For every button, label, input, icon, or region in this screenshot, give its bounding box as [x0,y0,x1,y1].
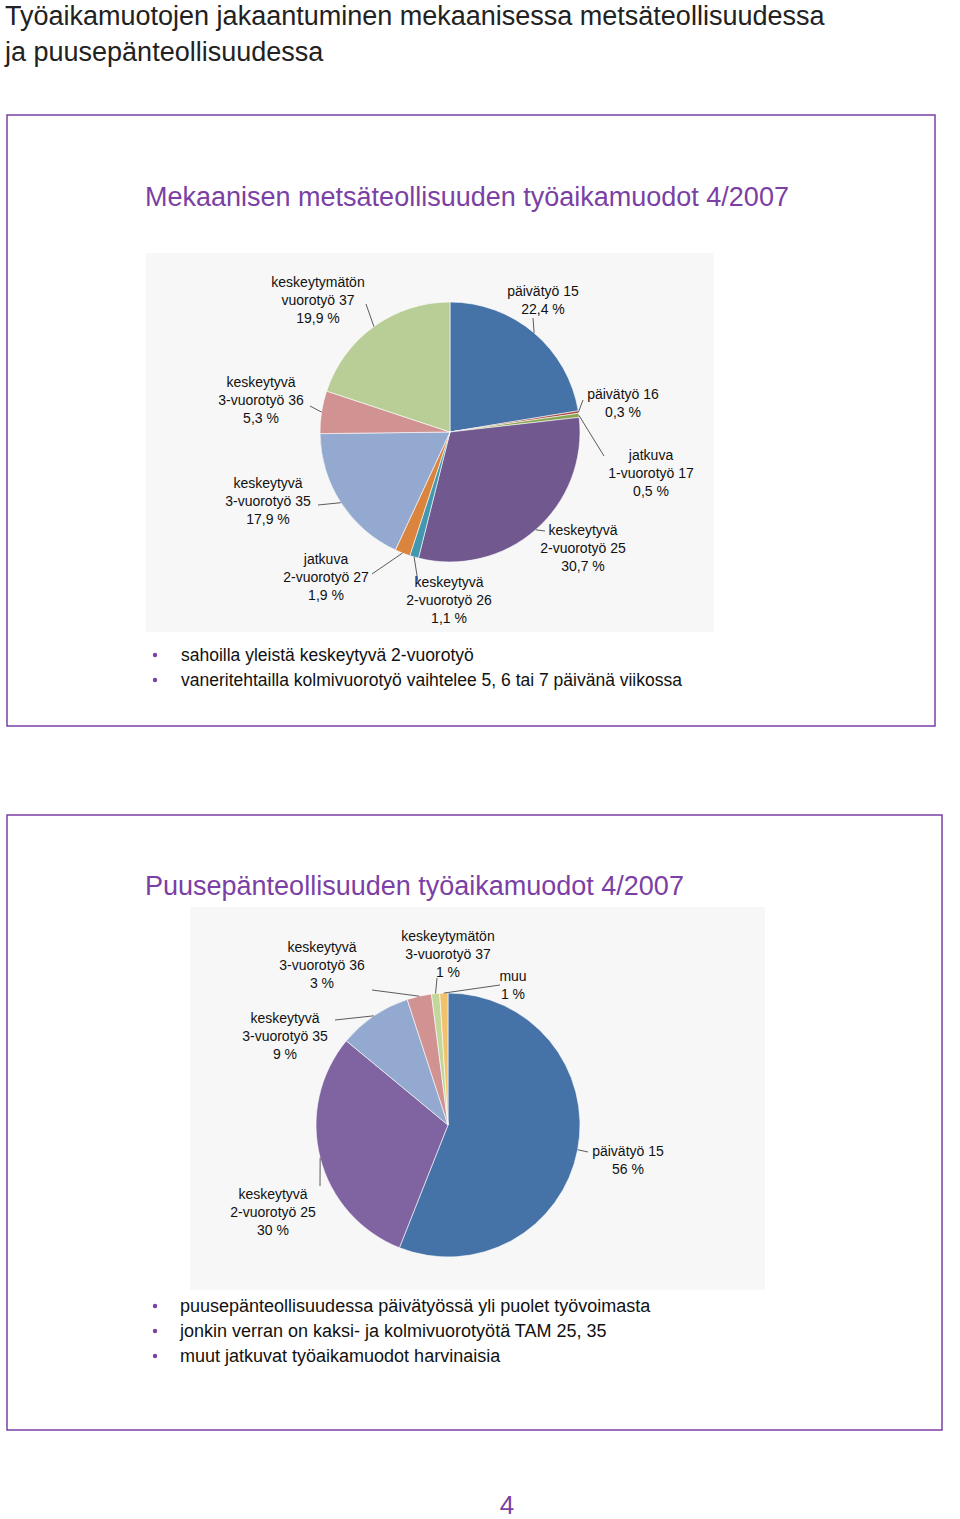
slice-value-label: 0,5 % [633,483,669,499]
bullet [153,678,157,682]
note: sahoilla yleistä keskeytyvä 2-vuorotyö [181,645,474,665]
bullet [153,1329,157,1333]
notes: sahoilla yleistä keskeytyvä 2-vuorotyö va… [153,645,682,690]
bullet [153,1304,157,1308]
leader-line [318,503,341,505]
page: Työaikamuotojen jakaantuminen mekaanises… [0,0,960,1519]
leader-line [578,1150,588,1152]
slice-label: muu [499,968,526,984]
panel-frame [7,815,942,1430]
slice-label: päivätyö 15 [592,1143,664,1159]
slice-value-label: 5,3 % [243,410,279,426]
slice-value-label: 1 % [436,964,460,980]
note: muut jatkuvat työaikamuodot harvinaisia [180,1346,501,1366]
page-title-line: ja puusepänteollisuudessa [4,37,324,67]
slice-label: keskeytyvä3-vuorotyö 35 [225,475,311,509]
pie [320,302,580,562]
bullet [153,1354,157,1358]
leader-line [320,1158,321,1186]
chart-background [146,253,714,632]
notes: puusepänteollisuudessa päivätyössä yli p… [153,1296,651,1366]
pie-slice [320,432,450,550]
slice-value-label: 30 % [257,1222,289,1238]
slice-value-label: 1,9 % [308,587,344,603]
slice-label: jatkuva2-vuorotyö 27 [283,551,369,585]
slice-value-label: 1 % [501,986,525,1002]
leader-line [366,304,374,327]
slice-value-label: 1,1 % [431,610,467,626]
leader-line [536,530,545,531]
leader-line [310,406,322,412]
slice-value-label: 0,3 % [605,404,641,420]
slice-label: keskeytyvä2-vuorotyö 25 [230,1186,316,1220]
slice-label: keskeytymätön3-vuorotyö 37 [401,928,494,962]
leader-line [579,415,604,456]
leader-line [372,990,419,996]
pie-slice [327,302,450,432]
pie-slice [431,993,448,1125]
page-number: 4 [500,1490,514,1519]
labels: päivätyö 15 22,4 % päivätyö 16 0,3 % jatkuva… [218,274,694,626]
slice-value-label: 17,9 % [246,511,290,527]
slice-value-label: 9 % [273,1046,297,1062]
pie-slice [440,993,448,1125]
slice-label: keskeytymätönvuorotyö 37 [271,274,364,308]
slice-value-label: 30,7 % [561,558,605,574]
pie-slice [450,302,578,432]
slice-value-label: 19,9 % [296,310,340,326]
chart-panel: Puusepänteollisuuden työaikamuodot 4/200… [7,815,942,1430]
note: jonkin verran on kaksi- ja kolmivuorotyö… [179,1321,607,1341]
leader-line [436,978,437,994]
note: vaneritehtailla kolmivuorotyö vaihtelee … [181,670,682,690]
slice-label: keskeytyvä2-vuorotyö 25 [540,522,626,556]
bullet [153,653,157,657]
slice-value-label: 56 % [612,1161,644,1177]
slice-label: päivätyö 15 [507,283,579,299]
chart-title: Mekaanisen metsäteollisuuden työaikamuod… [145,182,789,212]
pie [316,993,580,1257]
panel-frame [7,115,935,726]
leader-line [533,318,534,333]
page-title-line: Työaikamuotojen jakaantuminen mekaanises… [5,1,825,31]
chart-background [190,907,765,1290]
leader-line [335,1016,374,1020]
labels: päivätyö 15 56 % keskeytyvä2-vuorotyö 25 30… [230,928,664,1238]
leader-line [444,985,500,993]
slice-label: päivätyö 16 [587,386,659,402]
slice-label: keskeytyvä2-vuorotyö 26 [406,574,492,608]
chart-panel: Mekaanisen metsäteollisuuden työaikamuod… [7,115,935,726]
slice-label: jatkuva1-vuorotyö 17 [608,447,694,481]
leader-line [578,400,583,412]
slice-value-label: 3 % [310,975,334,991]
page-background [0,0,960,1519]
leader-line [372,553,403,574]
slice-value-label: 22,4 % [521,301,565,317]
chart-title: Puusepänteollisuuden työaikamuodot 4/200… [145,871,684,901]
slice-label: keskeytyvä3-vuorotyö 36 [279,939,365,973]
note: puusepänteollisuudessa päivätyössä yli p… [180,1296,651,1316]
page-title: Työaikamuotojen jakaantuminen mekaanises… [4,1,825,67]
slice-label: keskeytyvä3-vuorotyö 35 [242,1010,328,1044]
slice-label: keskeytyvä3-vuorotyö 36 [218,374,304,408]
